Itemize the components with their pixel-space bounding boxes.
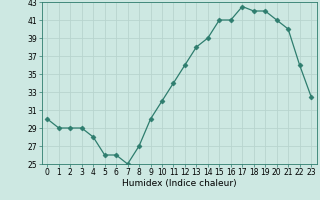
X-axis label: Humidex (Indice chaleur): Humidex (Indice chaleur): [122, 179, 236, 188]
